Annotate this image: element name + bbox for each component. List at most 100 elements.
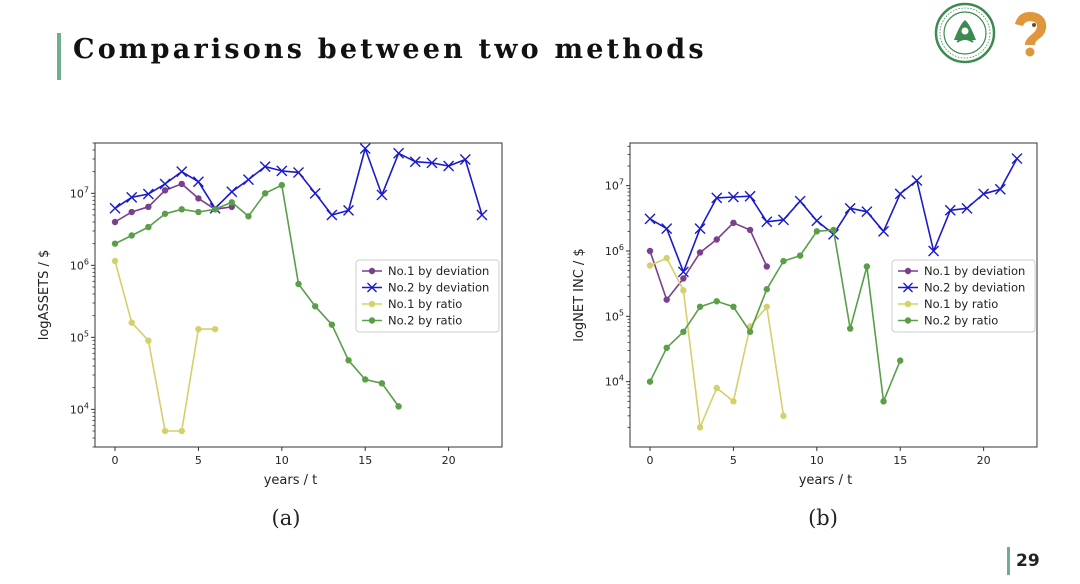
legend-item: No.2 by ratio (362, 314, 462, 328)
y-tick-label: 105 (70, 329, 89, 344)
data-point (680, 328, 687, 335)
legend-item: No.1 by deviation (362, 264, 489, 278)
data-point (677, 266, 689, 278)
x-tick-label: 20 (442, 454, 456, 467)
legend-item: No.1 by ratio (898, 297, 998, 311)
data-point (211, 206, 219, 213)
data-point (178, 206, 185, 213)
data-point (761, 216, 773, 228)
data-point (128, 232, 135, 239)
data-point (376, 189, 388, 201)
data-point (228, 203, 235, 211)
data-point (663, 254, 670, 262)
data-point (644, 213, 656, 225)
x-tick-label: 15 (358, 454, 372, 467)
x-tick-label: 20 (977, 454, 991, 467)
data-point (245, 213, 252, 220)
x-tick-label: 0 (647, 454, 654, 467)
data-point (192, 176, 204, 188)
caption-b: (b) (808, 506, 838, 530)
data-point (159, 178, 171, 190)
data-point (161, 427, 169, 435)
data-point (780, 412, 787, 420)
legend-item: No.1 by ratio (362, 297, 462, 311)
legend-label: No.2 by ratio (924, 314, 998, 328)
data-point (443, 160, 455, 172)
page-number: 29 (1016, 551, 1040, 571)
series-1 (109, 142, 488, 221)
data-point (878, 225, 890, 237)
university-seal-logo (934, 2, 996, 64)
data-point (1011, 153, 1023, 165)
data-point (763, 263, 770, 270)
legend-item: No.2 by ratio (898, 314, 998, 328)
data-point (794, 195, 806, 207)
data-point (126, 191, 138, 203)
data-point (395, 403, 402, 410)
data-point (142, 188, 154, 200)
data-point (711, 192, 723, 204)
data-point (345, 357, 352, 364)
data-point (176, 166, 188, 178)
legend: No.1 by deviation No.2 by deviation No.1 b… (355, 259, 500, 333)
chart-assets: 0 5 10 15 20 104 105 106 107 years / t logASSETS /… (20, 135, 520, 495)
data-point (295, 280, 302, 288)
data-point (195, 325, 202, 333)
slide-title: Comparisons between two methods (73, 34, 707, 65)
series-2 (646, 254, 787, 431)
data-point (128, 208, 135, 216)
data-point (746, 328, 754, 335)
data-point (713, 384, 720, 392)
data-point (811, 215, 823, 227)
data-point (646, 378, 654, 385)
data-point (744, 190, 756, 202)
data-point (777, 214, 789, 226)
caption-a: (a) (271, 506, 301, 530)
x-tick-label: 10 (810, 454, 824, 467)
data-point (978, 188, 990, 200)
chart-net-income-svg: 0 5 10 15 20 104 105 106 107 years / t logNET INC … (572, 142, 1038, 488)
data-point (994, 183, 1006, 195)
y-axis-label: logNET INC / $ (572, 248, 587, 341)
legend-label: No.1 by deviation (924, 264, 1025, 278)
data-point (128, 319, 135, 326)
data-point (459, 154, 471, 165)
data-point (261, 190, 269, 197)
series-2 (111, 257, 219, 435)
series-3 (111, 181, 402, 410)
data-point (897, 357, 904, 364)
y-tick-label: 105 (605, 308, 624, 323)
x-tick-label: 10 (275, 454, 289, 467)
data-point (730, 303, 737, 310)
data-point (663, 296, 670, 303)
data-point (861, 206, 873, 218)
legend-label: No.2 by deviation (924, 281, 1025, 295)
series-line (114, 183, 232, 223)
data-point (830, 226, 837, 234)
data-point (343, 204, 355, 216)
data-point (276, 165, 288, 177)
data-point (694, 223, 706, 235)
legend-box (355, 259, 500, 333)
series-line (114, 184, 400, 407)
data-point (278, 181, 286, 189)
x-tick-label: 5 (730, 454, 737, 467)
x-tick-label: 0 (112, 454, 119, 467)
data-point (730, 219, 737, 227)
y-tick-label: 107 (70, 185, 89, 200)
data-point (178, 427, 185, 435)
series-line (649, 257, 785, 429)
data-point (713, 236, 720, 243)
series-line (649, 229, 901, 403)
data-point (378, 380, 386, 387)
data-point (111, 240, 119, 247)
page-number-bar (1007, 547, 1010, 575)
title-accent-bar (57, 33, 61, 80)
plot-frame (94, 142, 503, 448)
data-point (211, 325, 219, 333)
data-point (409, 156, 421, 168)
data-point (145, 223, 152, 231)
y-tick-label: 107 (605, 178, 624, 193)
data-point (780, 257, 787, 265)
data-point (680, 275, 687, 282)
